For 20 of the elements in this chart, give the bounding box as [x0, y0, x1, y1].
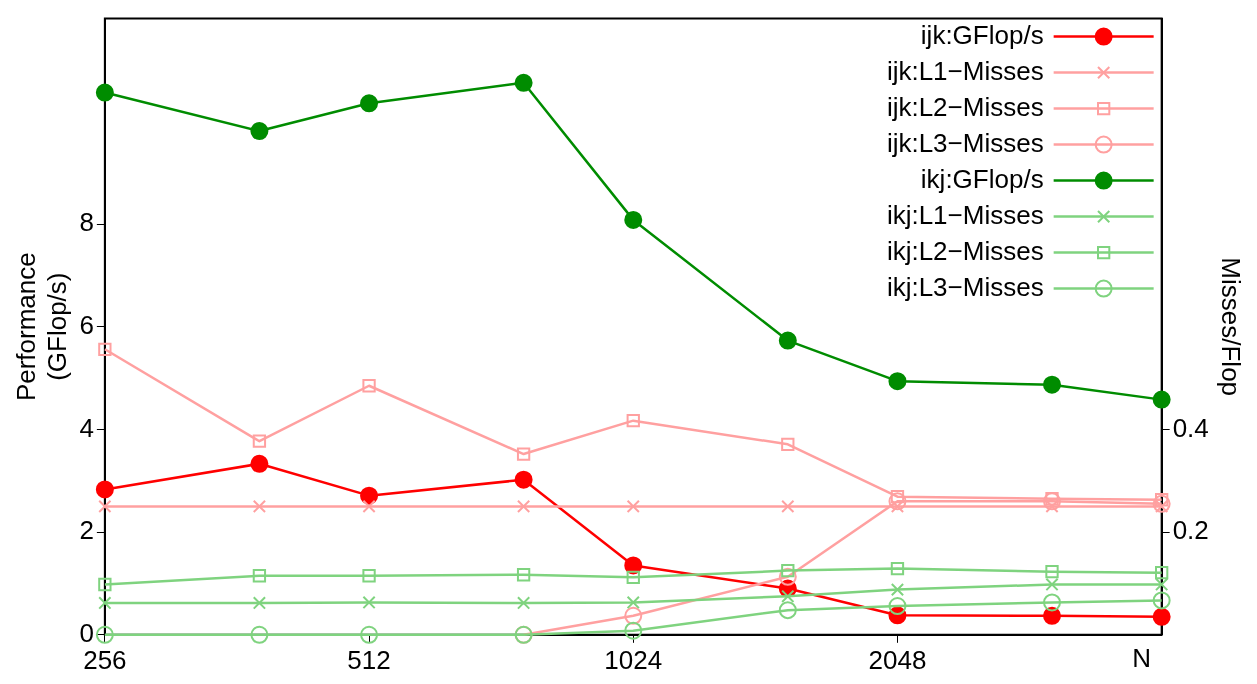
legend-label: ijk:L2−Misses — [886, 91, 1044, 122]
y2-tick-label: 0.4 — [1172, 412, 1209, 443]
legend-label: ijk:L1−Misses — [886, 55, 1044, 86]
legend-label: ikj:L3−Misses — [886, 271, 1044, 302]
legend-label: ijk:GFlop/s — [920, 19, 1044, 50]
y-tick-label: 2 — [79, 515, 94, 546]
legend-label: ikj:L1−Misses — [886, 199, 1044, 230]
legend-label: ikj:GFlop/s — [920, 163, 1044, 194]
y2-tick-label: 0.2 — [1172, 515, 1209, 546]
y-tick-label: 8 — [79, 207, 94, 238]
y-axis-title: Performance (GFlop/s) — [10, 252, 72, 402]
x-axis-title: N — [1132, 642, 1152, 673]
legend-label: ikj:L2−Misses — [886, 235, 1044, 266]
legend-label: ijk:L3−Misses — [886, 127, 1044, 158]
x-tick-label: 512 — [347, 644, 391, 675]
y-tick-label: 6 — [79, 309, 94, 340]
x-tick-label: 1024 — [604, 644, 663, 675]
x-tick-label: 2048 — [868, 644, 927, 675]
y-tick-label: 4 — [79, 412, 94, 443]
y2-axis-title: Misses/Flop — [1216, 257, 1247, 397]
